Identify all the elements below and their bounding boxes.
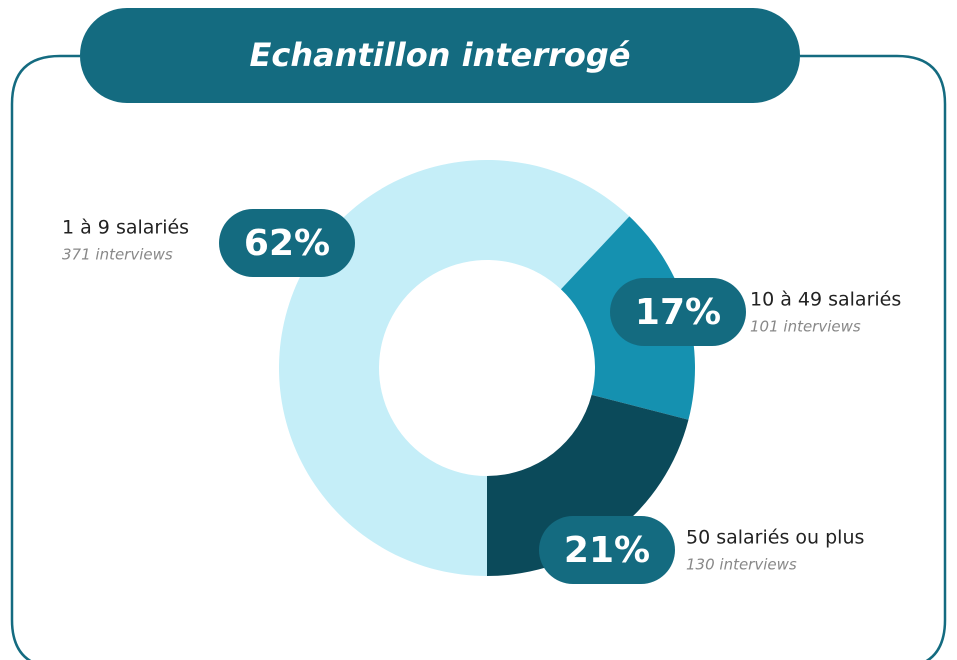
sub-label: 130 interviews bbox=[686, 556, 797, 574]
frame bbox=[10, 54, 947, 660]
sub-label: 371 interviews bbox=[62, 246, 173, 264]
donut-slice bbox=[487, 394, 689, 576]
value-badge bbox=[539, 516, 675, 584]
value-badge bbox=[219, 209, 355, 277]
title-pill bbox=[80, 8, 800, 103]
value-label: 62% bbox=[244, 223, 330, 264]
value-label: 21% bbox=[564, 530, 650, 571]
category-label: 10 à 49 salariés bbox=[750, 289, 901, 311]
sub-label: 101 interviews bbox=[750, 318, 861, 336]
value-label: 17% bbox=[635, 292, 721, 333]
chart-title: Echantillon interrogé bbox=[250, 36, 631, 74]
value-badge bbox=[610, 278, 746, 346]
category-label: 50 salariés ou plus bbox=[686, 527, 864, 549]
category-label: 1 à 9 salariés bbox=[62, 217, 189, 239]
donut-slice bbox=[279, 160, 630, 576]
